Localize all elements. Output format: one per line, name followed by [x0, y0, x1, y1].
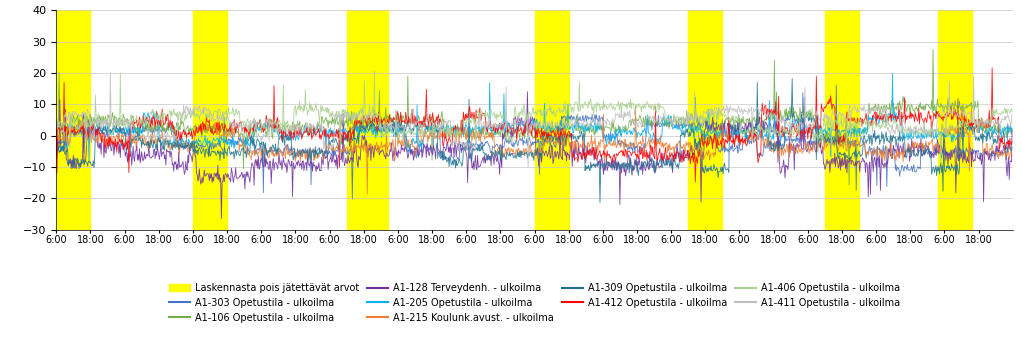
Bar [688, 10, 722, 230]
Legend: Laskennasta pois jätettävät arvot, A1-303 Opetustila - ulkoilma, A1-106 Opetusti: Laskennasta pois jätettävät arvot, A1-30… [169, 283, 900, 323]
Bar [825, 10, 859, 230]
Bar [534, 10, 569, 230]
Bar [56, 10, 90, 230]
Bar [347, 10, 388, 230]
Bar [938, 10, 972, 230]
Bar [193, 10, 227, 230]
